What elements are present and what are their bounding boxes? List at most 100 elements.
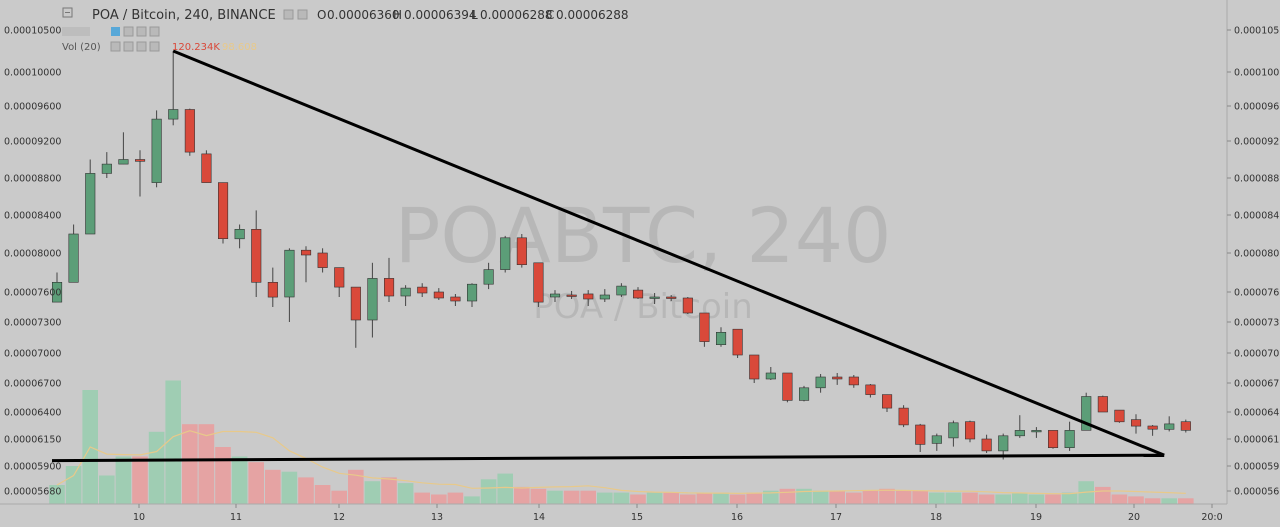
high-value: 0.00006394 — [404, 8, 477, 22]
candle-body — [931, 435, 942, 444]
volume-settings-icon[interactable] — [123, 41, 134, 52]
candle-body — [533, 262, 544, 303]
candle-body — [151, 118, 162, 183]
volume-indicator-label[interactable]: Vol (20) — [62, 42, 101, 53]
candle — [881, 394, 893, 412]
volume-bar — [182, 424, 198, 504]
chart-header: POA / Bitcoin, 240, BINANCE O 0.00006360… — [62, 7, 629, 23]
collapse-icon[interactable] — [62, 7, 73, 18]
candle-body — [1081, 396, 1092, 431]
candle — [1064, 421, 1075, 451]
left-axis-label: 0.00008800 — [4, 174, 61, 185]
settings-icon[interactable] — [297, 9, 308, 20]
volume-bar — [729, 494, 746, 504]
candle — [1114, 409, 1125, 423]
volume-eye-icon[interactable] — [110, 41, 121, 52]
indicator-1-close-icon[interactable] — [149, 26, 160, 37]
right-axis-label: 0.00008400 — [1234, 211, 1280, 222]
time-axis-label: 18 — [930, 512, 942, 523]
volume-bar — [630, 494, 646, 504]
trendlines[interactable] — [51, 49, 1165, 463]
volume-bars — [49, 380, 1194, 504]
volume-bar — [995, 494, 1011, 504]
right-axis-label: 0.00005680 — [1234, 487, 1280, 498]
candle — [118, 132, 129, 165]
volume-bar — [231, 456, 248, 504]
time-axis[interactable]: 10 11 12 13 14 15 16 17 18 19 20 20:0 — [133, 504, 1223, 523]
candle — [450, 294, 461, 306]
candle — [516, 234, 527, 268]
candle — [300, 246, 312, 283]
time-axis-label: 17 — [830, 512, 842, 523]
candle — [848, 375, 859, 388]
candle — [566, 291, 577, 299]
candle — [815, 374, 826, 393]
candle-body — [51, 281, 63, 303]
volume-more-icon[interactable] — [136, 41, 147, 52]
candle — [417, 283, 428, 297]
volume-bar — [148, 431, 165, 504]
candle-body — [666, 296, 677, 299]
candle-body — [234, 229, 245, 240]
left-axis-label: 0.00008000 — [4, 249, 61, 260]
candle — [68, 224, 79, 283]
time-axis-label: 12 — [333, 512, 345, 523]
volume-bar — [115, 456, 132, 504]
candle-body — [118, 159, 129, 165]
indicator-1-label-blur — [62, 27, 90, 36]
volume-bar — [547, 490, 563, 504]
candle-body — [881, 394, 893, 409]
volume-bar — [1012, 492, 1028, 504]
volume-bar — [99, 475, 115, 504]
low-value: 0.00006288 — [480, 8, 553, 22]
volume-bar — [464, 496, 480, 504]
volume-bar — [862, 490, 879, 504]
volume-bar — [912, 490, 928, 504]
close-value: 0.00006288 — [556, 8, 629, 22]
left-axis-label: 0.00007300 — [4, 318, 61, 329]
candle-body — [699, 312, 710, 342]
volume-bar — [929, 492, 945, 504]
candle-body — [782, 372, 793, 401]
candle-body — [1064, 430, 1075, 448]
candle — [1014, 415, 1025, 438]
indicator-1-eye-icon[interactable] — [111, 27, 120, 36]
volume-bar — [1161, 498, 1177, 504]
left-axis-label: 0.00009600 — [4, 102, 61, 113]
candle-body — [184, 109, 195, 153]
candle-body — [865, 384, 876, 395]
candle — [1048, 430, 1059, 449]
candle-body — [400, 287, 411, 297]
trendline[interactable] — [51, 453, 1165, 463]
eye-icon[interactable] — [283, 9, 294, 20]
volume-close-icon[interactable] — [149, 41, 160, 52]
volume-bar — [198, 424, 215, 504]
volume-bar — [796, 488, 812, 504]
candle — [383, 257, 395, 302]
volume-bar — [49, 485, 65, 504]
symbol-title[interactable]: POA / Bitcoin, 240, BINANCE — [92, 8, 276, 23]
candle — [666, 295, 677, 301]
candle — [981, 434, 992, 453]
candle-body — [300, 249, 312, 256]
candle-body — [516, 237, 527, 266]
volume-bar — [314, 485, 331, 504]
trendline[interactable] — [172, 49, 1165, 457]
volume-bar — [563, 490, 580, 504]
candle-body — [732, 328, 743, 356]
candle-body — [135, 159, 146, 162]
volume-bar — [248, 462, 264, 504]
candle — [699, 312, 710, 347]
indicator-1-settings-icon[interactable] — [123, 26, 134, 37]
candle — [898, 405, 909, 428]
header-settings-icons[interactable] — [283, 9, 308, 20]
left-axis-label: 0.00006150 — [4, 435, 61, 446]
volume-bar — [265, 469, 281, 504]
right-price-axis[interactable]: 0.00010500 0.00010000 0.00009600 0.00009200… — [1227, 26, 1280, 498]
left-axis-label: 0.00006400 — [4, 408, 61, 419]
candle — [599, 289, 610, 302]
indicator-1-more-icon[interactable] — [136, 26, 147, 37]
candle — [533, 262, 544, 307]
candle — [931, 433, 942, 451]
